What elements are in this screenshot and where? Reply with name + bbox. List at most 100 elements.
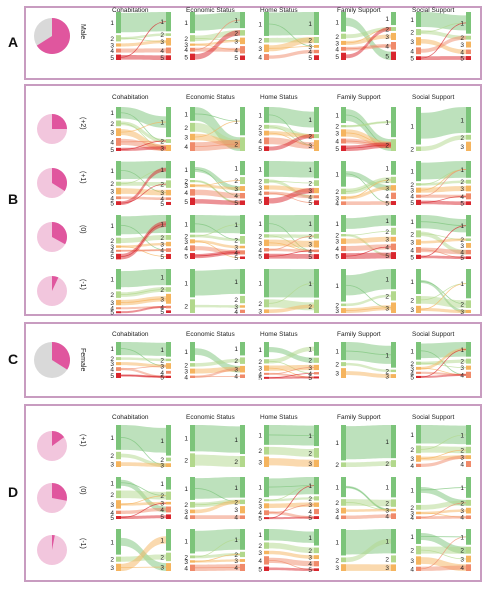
sankey-node-left — [190, 245, 195, 252]
node-label-left: 1 — [410, 534, 414, 541]
sankey-node-left — [416, 187, 421, 193]
node-label-left: 4 — [184, 565, 188, 572]
sankey-flow — [421, 373, 466, 378]
sankey-node-right — [166, 12, 171, 32]
sankey-node-left — [341, 234, 346, 237]
node-label-right: 1 — [160, 438, 164, 445]
sankey-node-left — [264, 248, 269, 252]
sankey-flow — [269, 234, 314, 238]
node-label-left: 5 — [110, 254, 114, 261]
sankey-flow — [346, 27, 391, 39]
sankey-link — [120, 249, 167, 252]
pie-slice — [52, 222, 67, 245]
sankey-node-right — [391, 252, 396, 259]
sankey-node-left — [190, 53, 195, 60]
sankey-link — [345, 45, 392, 50]
sankey-node-left — [116, 43, 121, 47]
sankey-node-right — [391, 185, 396, 191]
sankey-link — [420, 348, 467, 378]
sankey-flow — [269, 567, 314, 571]
node-label-left: 2 — [110, 557, 114, 564]
sankey-flow — [269, 161, 314, 178]
node-label-left: 2 — [184, 179, 188, 186]
node-label-left: 3 — [335, 371, 339, 378]
node-label-left: 3 — [110, 300, 114, 307]
sankey-node-left — [416, 56, 421, 60]
node-label-right: 4 — [308, 194, 312, 201]
node-label-right: 3 — [308, 44, 312, 51]
sankey-link — [345, 350, 392, 356]
sankey-flow — [421, 200, 466, 205]
sankey-link — [120, 289, 167, 295]
node-label-right: 1 — [234, 485, 238, 492]
node-label-right: 3 — [160, 565, 164, 572]
sankey-node-left — [416, 107, 421, 145]
sankey-node-left — [190, 12, 195, 34]
sankey-node-left — [264, 137, 269, 145]
node-label-left: 5 — [184, 254, 188, 261]
node-label-left: 1 — [258, 485, 262, 492]
sankey-node-right — [314, 547, 319, 554]
sankey-link — [194, 180, 241, 187]
sankey-family-support: 1 2 1 2 — [335, 425, 396, 469]
sankey-node-left — [341, 188, 346, 195]
sankey-node-right — [166, 425, 171, 456]
node-label-left: 4 — [110, 139, 114, 146]
node-label-right: 1 — [385, 218, 389, 225]
node-label-right: 5 — [460, 201, 464, 207]
sankey-node-right — [391, 555, 396, 563]
panel-a — [24, 6, 482, 80]
sankey-flow — [269, 502, 314, 509]
sankey-economic-status: 1 2 1 2 — [184, 425, 245, 467]
sankey-node-right — [391, 192, 396, 200]
node-label-left: 1 — [335, 440, 339, 447]
node-label-left: 4 — [110, 248, 114, 255]
sankey-node-right — [391, 564, 396, 571]
node-label-left: 1 — [410, 123, 414, 130]
node-label-left: 5 — [110, 515, 114, 521]
sankey-node-right — [314, 195, 319, 199]
sankey-node-right — [466, 107, 471, 133]
sankey-node-right — [466, 515, 471, 519]
pie-slice — [52, 276, 59, 291]
node-label-left: 4 — [110, 48, 114, 55]
node-label-left: 1 — [410, 17, 414, 24]
node-label-left: 3 — [110, 130, 114, 137]
sankey-node-left — [264, 215, 269, 233]
sankey-node-right — [466, 477, 471, 498]
node-label-right: 3 — [160, 145, 164, 152]
node-label-right: 4 — [308, 371, 312, 378]
sankey-link — [268, 434, 315, 436]
sankey-node-right — [391, 51, 396, 60]
node-label-left: 1 — [258, 166, 262, 173]
sankey-node-left — [341, 557, 346, 563]
sankey-node-right — [391, 41, 396, 50]
node-label-left: 3 — [335, 195, 339, 202]
node-label-right: 2 — [234, 237, 238, 244]
sankey-node-left — [264, 477, 269, 498]
sankey-node-right — [166, 375, 171, 378]
sankey-flow — [421, 255, 466, 259]
group-pie — [37, 276, 67, 306]
sankey-node-right — [314, 496, 319, 501]
column-header: Home Status — [260, 94, 298, 101]
sankey-node-right — [466, 201, 471, 205]
node-label-left: 1 — [110, 110, 114, 117]
sankey-node-right — [166, 47, 171, 54]
sankey-node-left — [264, 365, 269, 371]
node-label-left: 3 — [184, 509, 188, 516]
sankey-node-left — [190, 477, 195, 500]
sankey-node-left — [190, 564, 195, 571]
node-label-left: 4 — [335, 201, 339, 207]
sankey-node-right — [466, 41, 471, 48]
node-label-left: 1 — [410, 219, 414, 226]
sankey-node-right — [391, 508, 396, 512]
